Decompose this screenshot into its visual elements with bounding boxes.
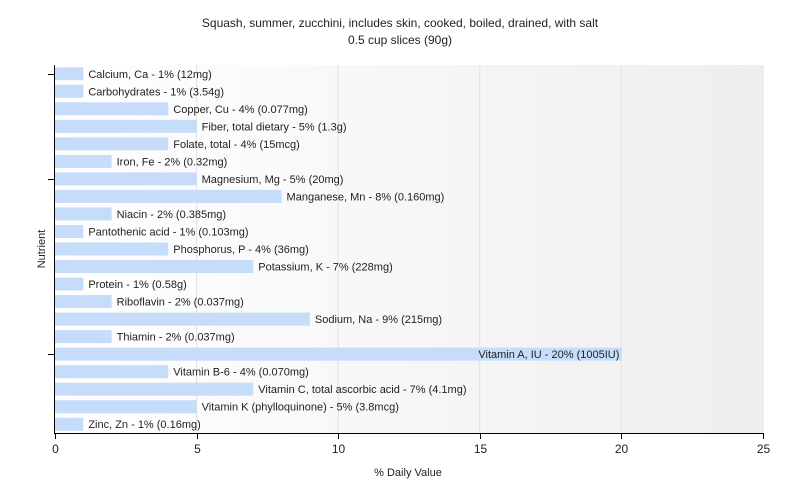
- bar: [55, 417, 84, 431]
- bar: [55, 295, 112, 309]
- bar-label: Copper, Cu - 4% (0.077mg): [173, 104, 308, 116]
- bar: [55, 84, 84, 98]
- bar: [55, 260, 254, 274]
- bar-label: Folate, total - 4% (15mcg): [173, 139, 300, 151]
- y-ticks-group: [48, 74, 55, 355]
- chart-title: Squash, summer, zucchini, includes skin,…: [202, 16, 599, 30]
- bar-label: Protein - 1% (0.58g): [88, 279, 186, 291]
- bar-label: Iron, Fe - 2% (0.32mg): [117, 156, 228, 168]
- bar: [55, 137, 169, 151]
- bars-group: [55, 67, 622, 431]
- x-tick-label: 5: [194, 442, 201, 456]
- bar-label: Niacin - 2% (0.385mg): [117, 209, 226, 221]
- x-tick-label: 0: [52, 442, 59, 456]
- x-tick-label: 25: [757, 442, 771, 456]
- bar: [55, 242, 169, 256]
- bar: [55, 382, 254, 396]
- bar-label: Fiber, total dietary - 5% (1.3g): [202, 121, 347, 133]
- bar: [55, 189, 282, 203]
- bar: [55, 67, 84, 81]
- bar-label: Calcium, Ca - 1% (12mg): [88, 69, 211, 81]
- bar: [55, 365, 169, 379]
- bar-label: Potassium, K - 7% (228mg): [258, 262, 393, 274]
- bar-label: Manganese, Mn - 8% (0.160mg): [287, 191, 445, 203]
- bar-label: Sodium, Na - 9% (215mg): [315, 314, 442, 326]
- bar: [55, 347, 622, 361]
- bar-label: Magnesium, Mg - 5% (20mg): [202, 174, 344, 186]
- bar: [55, 207, 112, 221]
- bar: [55, 277, 84, 291]
- chart-subtitle: 0.5 cup slices (90g): [348, 33, 452, 47]
- bar-label: Vitamin C, total ascorbic acid - 7% (4.1…: [258, 384, 466, 396]
- bar: [55, 154, 112, 168]
- x-ticks-group: 0 5 10 15 20 25: [52, 433, 770, 456]
- bar-labels-group: Calcium, Ca - 1% (12mg) Carbohydrates - 1…: [88, 69, 619, 431]
- bar: [55, 119, 197, 133]
- x-tick-label: 15: [474, 442, 488, 456]
- bar-label: Thiamin - 2% (0.037mg): [117, 332, 235, 344]
- bar-label: Pantothenic acid - 1% (0.103mg): [88, 226, 248, 238]
- bar: [55, 102, 169, 116]
- y-axis-label: Nutrient: [36, 230, 48, 269]
- bar: [55, 312, 310, 326]
- bar: [55, 172, 197, 186]
- bar-label: Zinc, Zn - 1% (0.16mg): [88, 419, 200, 431]
- bar-label: Vitamin B-6 - 4% (0.070mg): [173, 367, 309, 379]
- x-tick-label: 10: [332, 442, 346, 456]
- bar-label: Riboflavin - 2% (0.037mg): [117, 297, 244, 309]
- bar-label: Vitamin K (phylloquinone) - 5% (3.8mcg): [202, 402, 399, 414]
- bar: [55, 330, 112, 344]
- bar: [55, 400, 197, 414]
- bar: [55, 224, 84, 238]
- x-tick-label: 20: [615, 442, 629, 456]
- bar-label: Phosphorus, P - 4% (36mg): [173, 244, 309, 256]
- x-axis-label: % Daily Value: [374, 467, 442, 479]
- bar-label: Vitamin A, IU - 20% (1005IU): [478, 349, 619, 361]
- bar-label: Carbohydrates - 1% (3.54g): [88, 86, 224, 98]
